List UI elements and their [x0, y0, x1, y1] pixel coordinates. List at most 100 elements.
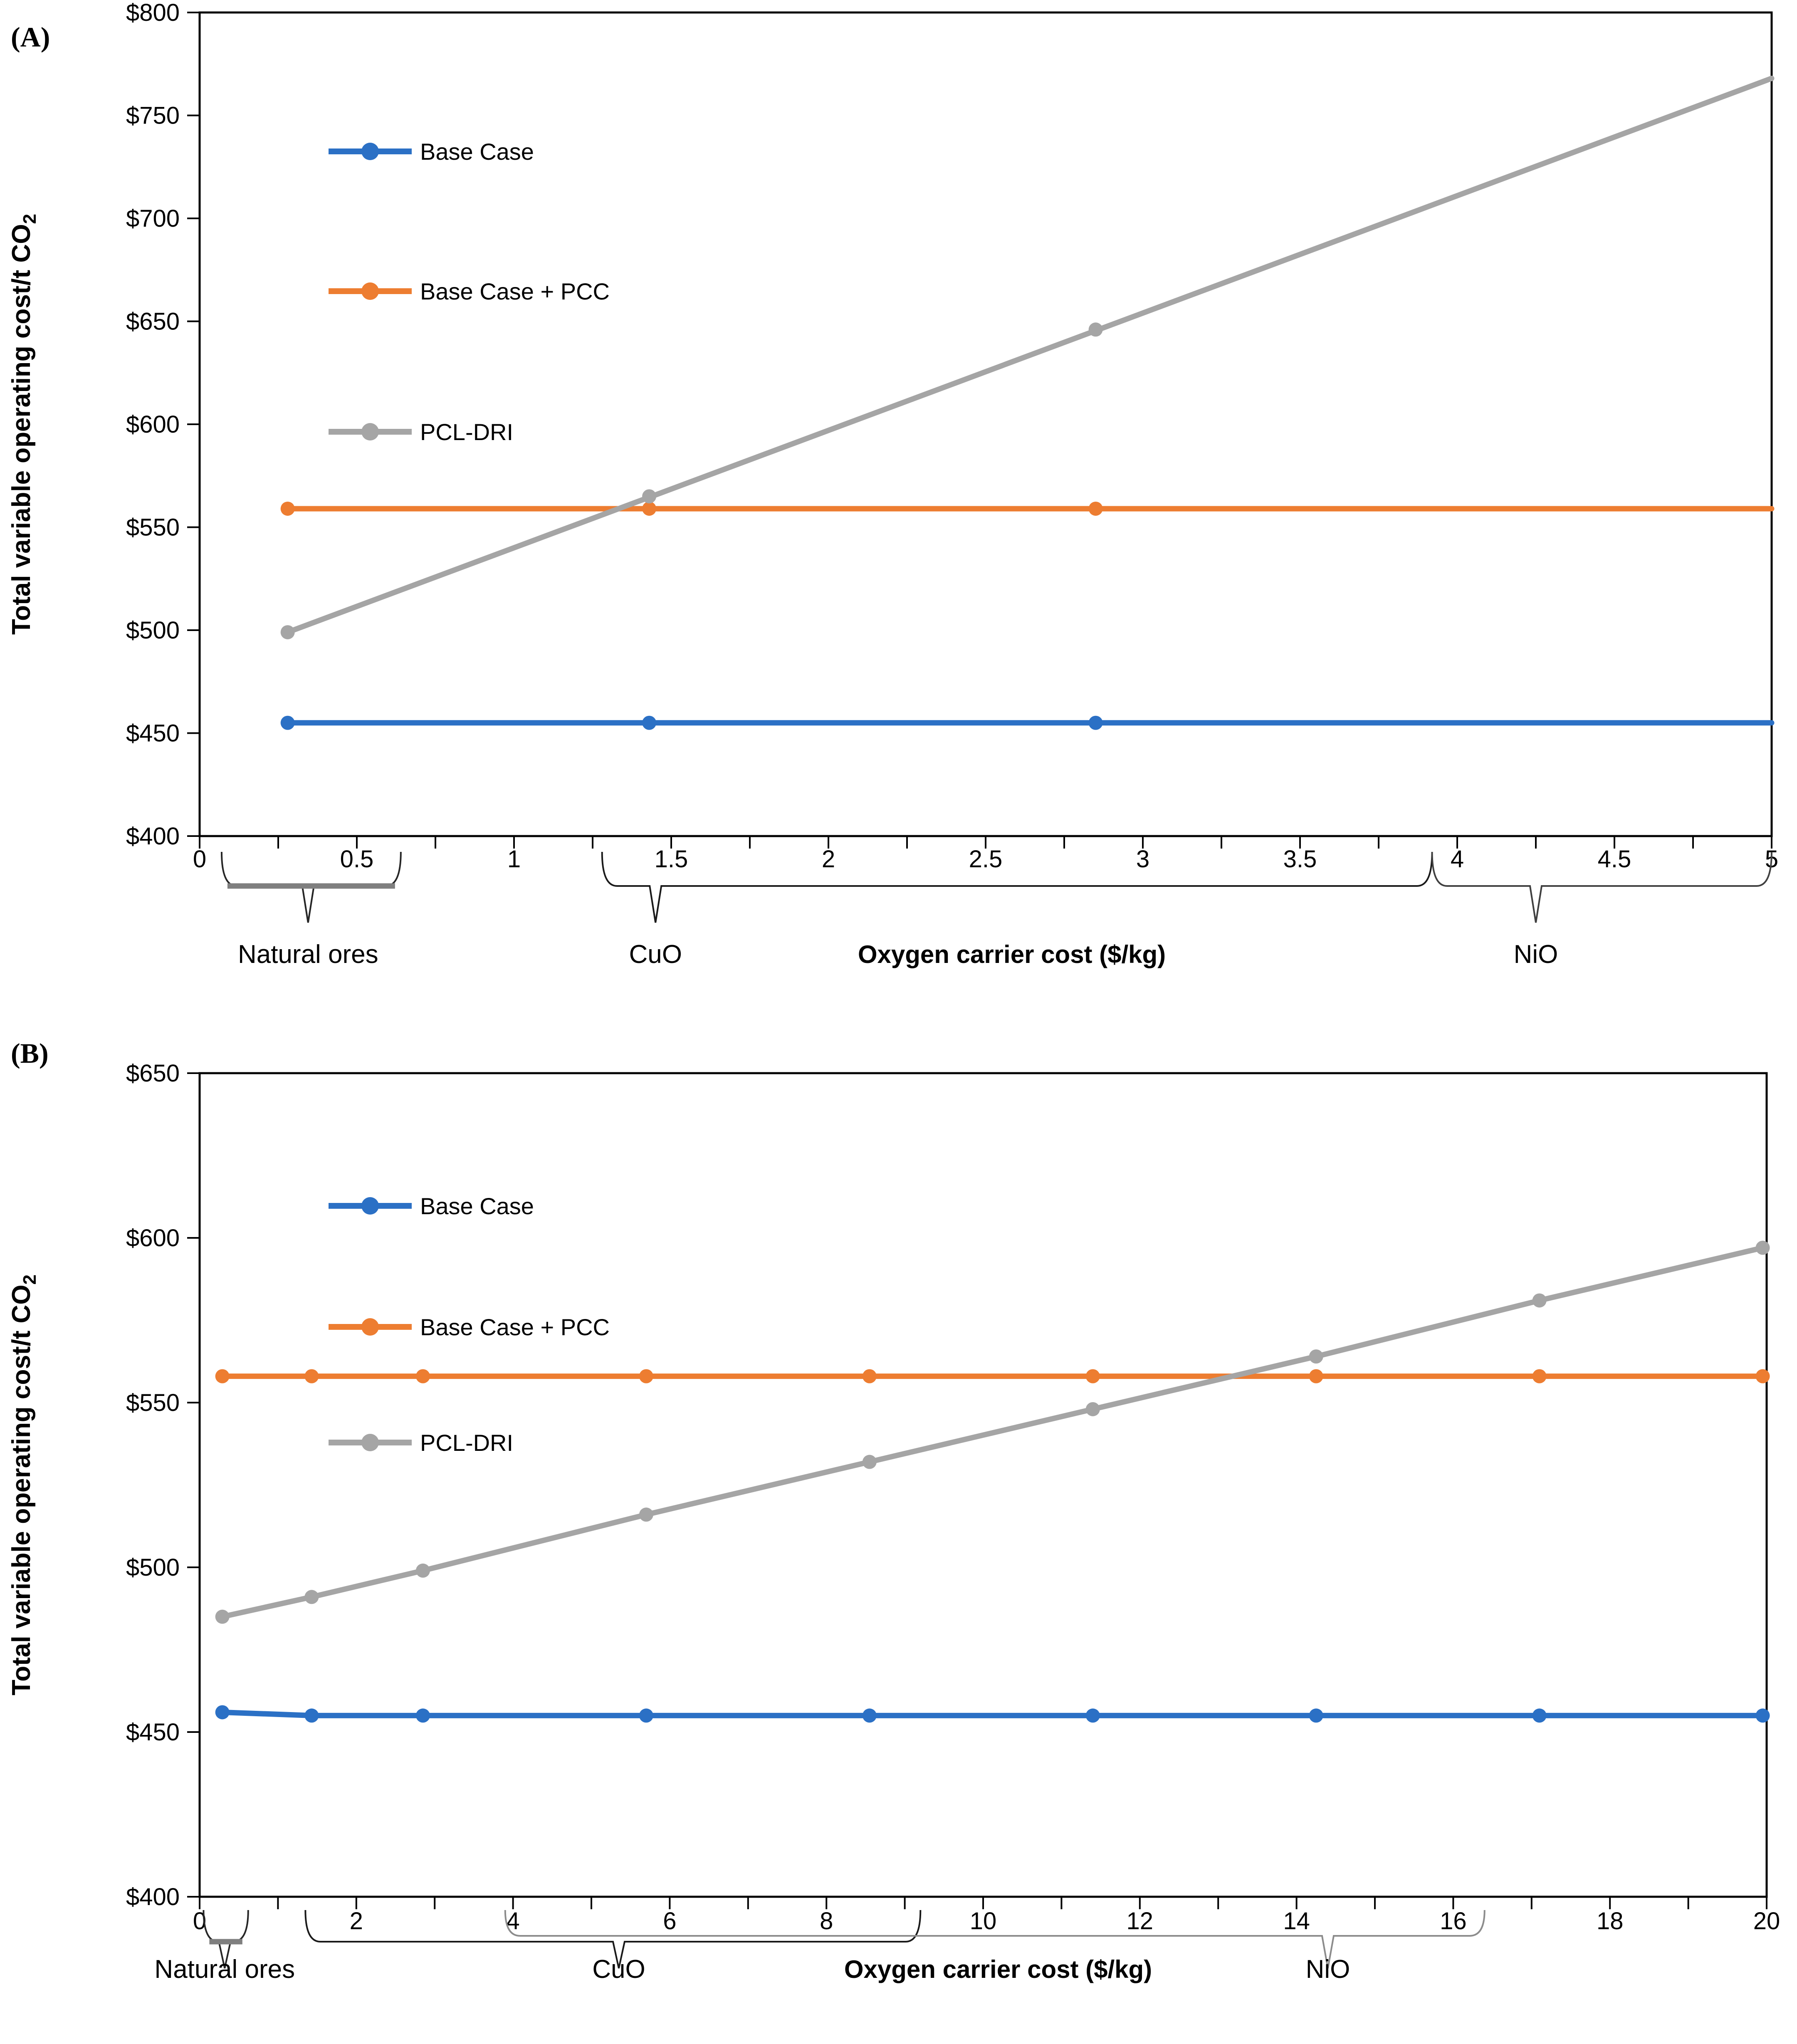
- y-tick-label: $800: [126, 0, 180, 26]
- marker-base-case-pcc: [304, 1369, 319, 1383]
- x-tick-label: 3.5: [1283, 846, 1317, 873]
- legend-item-base-case-pcc: Base Case + PCC: [329, 1314, 610, 1340]
- y-tick-label: $500: [126, 1554, 180, 1581]
- x-axis-title: Oxygen carrier cost ($/kg): [858, 940, 1166, 968]
- marker-base-case-pcc: [415, 1369, 430, 1383]
- x-tick-label: 4: [506, 1908, 519, 1935]
- marker-base-case-pcc: [1532, 1369, 1547, 1383]
- marker-pcl-dri: [415, 1563, 430, 1578]
- x-axis-title: Oxygen carrier cost ($/kg): [844, 1955, 1152, 1983]
- marker-base-case: [862, 1708, 877, 1723]
- panel-label: (B): [11, 1037, 49, 1069]
- marker-base-case: [1088, 715, 1103, 730]
- brace-natural-ores: [220, 851, 402, 923]
- x-tick-label: 0.5: [340, 846, 374, 873]
- marker-base-case-pcc: [1085, 1369, 1100, 1383]
- marker-base-case: [639, 1708, 653, 1723]
- legend-label: Base Case + PCC: [420, 278, 610, 304]
- y-tick-label: $600: [126, 1225, 180, 1252]
- y-tick-label: $650: [126, 1060, 180, 1087]
- marker-pcl-dri: [304, 1590, 319, 1604]
- brace-label-natural-ores: Natural ores: [238, 940, 378, 969]
- x-tick-label: 3: [1136, 846, 1149, 873]
- brace-label-nio: NiO: [1514, 940, 1558, 969]
- legend-item-base-case-pcc: Base Case + PCC: [329, 278, 610, 304]
- x-tick-label: 2.5: [969, 846, 1003, 873]
- brace-cuo: [601, 851, 1433, 923]
- x-tick-label: 4.5: [1598, 846, 1631, 873]
- x-tick-label: 8: [820, 1908, 833, 1935]
- panel-b: $400 $450 $500 $550 $600 $650 0 2 4 6 8 10 12 14 16 18 2…: [0, 1007, 1797, 2044]
- x-tick-label: 2: [822, 846, 835, 873]
- x-tick-label: 18: [1597, 1908, 1624, 1935]
- series-line-pcl-dri: [220, 1245, 1770, 1620]
- marker-pcl-dri: [862, 1455, 877, 1469]
- y-tick-label: $600: [126, 411, 180, 438]
- legend-label: Base Case: [420, 139, 534, 165]
- y-tick-label: $550: [126, 514, 180, 541]
- marker-base-case: [642, 715, 657, 730]
- marker-pcl-dri: [639, 1507, 653, 1522]
- marker-base-case: [280, 715, 295, 730]
- legend-item-base-case: Base Case: [329, 1193, 534, 1219]
- y-axis-title: Total variable operating cost/t CO2: [7, 1274, 40, 1695]
- marker-pcl-dri: [1755, 1240, 1770, 1255]
- y-axis-title: Total variable operating cost/t CO2: [7, 214, 40, 635]
- x-tick-label: 14: [1283, 1908, 1310, 1935]
- brace-label-cuo: CuO: [629, 940, 682, 969]
- marker-base-case-pcc: [1755, 1369, 1770, 1383]
- x-tick-label: 10: [970, 1908, 997, 1935]
- marker-base-case-pcc: [862, 1369, 877, 1383]
- marker-base-case-pcc: [642, 501, 657, 516]
- legend-marker-dot: [361, 1318, 379, 1336]
- chart-canvas-a: $400 $450 $500 $550 $600 $650 $700 $750 $800 0 0.5…: [7, 0, 1778, 969]
- legend-marker-dot: [361, 282, 379, 300]
- marker-pcl-dri: [280, 625, 295, 639]
- marker-base-case-pcc: [1309, 1369, 1323, 1383]
- legend-label: PCL-DRI: [420, 1430, 513, 1456]
- y-tick-label: $400: [126, 1883, 180, 1910]
- marker-pcl-dri: [1532, 1293, 1547, 1308]
- y-tick-label: $550: [126, 1389, 180, 1416]
- y-tick-label: $650: [126, 308, 180, 335]
- y-tick-label: $450: [126, 720, 180, 747]
- marker-base-case: [215, 1705, 230, 1720]
- brace-label-cuo: CuO: [592, 1955, 645, 1984]
- marker-base-case-pcc: [215, 1369, 230, 1383]
- legend-marker-dot: [361, 1434, 379, 1451]
- marker-base-case-pcc: [1088, 501, 1103, 516]
- brace-cuo: [304, 1910, 922, 1969]
- legend-label: Base Case: [420, 1193, 534, 1219]
- marker-base-case: [1309, 1708, 1323, 1723]
- panel-a: $400 $450 $500 $550 $600 $650 $700 $750 $800 0 0.5…: [0, 0, 1797, 1007]
- marker-base-case: [1085, 1708, 1100, 1723]
- x-tick-label: 2: [350, 1908, 363, 1935]
- marker-base-case-pcc: [639, 1369, 653, 1383]
- marker-pcl-dri: [1085, 1402, 1100, 1416]
- legend-label: PCL-DRI: [420, 419, 513, 445]
- x-tick-label: 6: [663, 1908, 676, 1935]
- marker-pcl-dri: [215, 1609, 230, 1624]
- marker-pcl-dri: [1309, 1349, 1323, 1364]
- brace-label-nio: NiO: [1306, 1955, 1350, 1984]
- marker-base-case: [415, 1708, 430, 1723]
- marker-base-case: [1532, 1708, 1547, 1723]
- x-tick-label: 20: [1753, 1908, 1780, 1935]
- marker-base-case: [304, 1708, 319, 1723]
- brace-nio: [1431, 851, 1772, 923]
- x-tick-label: 1: [507, 846, 521, 873]
- x-tick-label: 0: [193, 846, 206, 873]
- legend-label: Base Case + PCC: [420, 1314, 610, 1340]
- legend-item-base-case: Base Case: [329, 139, 534, 165]
- x-tick-label: 1.5: [655, 846, 688, 873]
- legend-marker-dot: [361, 423, 379, 440]
- series-line-base-case: [220, 1709, 1770, 1718]
- panel-label: (A): [11, 21, 50, 53]
- marker-pcl-dri: [642, 489, 657, 504]
- series-line-pcl-dri: [285, 75, 1775, 635]
- marker-base-case: [1755, 1708, 1770, 1723]
- marker-pcl-dri: [1088, 322, 1103, 337]
- x-tick-label: 16: [1440, 1908, 1467, 1935]
